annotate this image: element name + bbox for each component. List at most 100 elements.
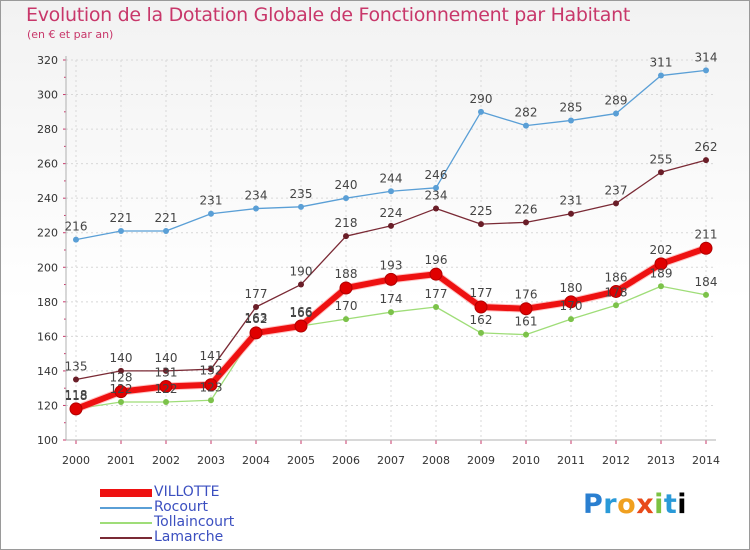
data-point xyxy=(208,210,214,217)
legend-label: Rocourt xyxy=(154,499,209,515)
data-point xyxy=(208,397,214,404)
data-label: 174 xyxy=(380,292,403,306)
data-label: 188 xyxy=(335,267,358,281)
data-label: 190 xyxy=(290,265,313,279)
x-tick-label: 2007 xyxy=(377,454,405,467)
data-point xyxy=(253,304,259,310)
data-label: 221 xyxy=(110,211,133,225)
data-label: 170 xyxy=(335,299,358,313)
data-point xyxy=(343,316,349,323)
data-label: 255 xyxy=(650,152,673,166)
legend-label: VILLOTTE xyxy=(154,484,220,500)
data-point xyxy=(474,300,488,314)
x-tick-label: 2012 xyxy=(602,454,630,467)
x-tick-label: 2009 xyxy=(467,454,495,467)
labels-lamarche: 135 140 140 141 177 190 218 224 234 225 226 231 237 2… xyxy=(65,140,718,373)
data-label: 178 xyxy=(605,285,628,299)
x-tick-label: 2000 xyxy=(62,454,90,467)
data-point xyxy=(159,379,173,393)
data-label: 234 xyxy=(245,189,268,203)
data-label: 118 xyxy=(65,389,88,403)
data-label: 141 xyxy=(200,349,223,363)
data-label: 140 xyxy=(155,351,178,365)
data-label: 193 xyxy=(380,258,403,272)
data-point xyxy=(339,281,353,295)
x-tick-label: 2014 xyxy=(692,454,720,467)
data-label: 262 xyxy=(695,140,718,154)
chart-subtitle: (en € et par an) xyxy=(27,28,114,41)
y-tick-label: 280 xyxy=(37,123,58,136)
data-label: 184 xyxy=(695,275,718,289)
data-label: 118 xyxy=(65,388,88,402)
data-point xyxy=(613,200,619,207)
data-point xyxy=(433,205,439,212)
legend-swatch xyxy=(100,536,152,539)
data-point xyxy=(654,257,668,271)
y-tick-label: 160 xyxy=(37,330,58,343)
data-label: 240 xyxy=(335,178,358,192)
data-point xyxy=(478,221,484,228)
labels-villotte: 118 128 131 132 162 166 188 193 196 177 176 180 186 2… xyxy=(65,227,718,402)
data-label: 234 xyxy=(425,189,448,203)
data-label: 311 xyxy=(650,56,673,70)
data-point xyxy=(298,203,304,210)
data-label: 244 xyxy=(380,171,403,185)
data-point xyxy=(163,367,169,374)
data-label: 246 xyxy=(425,168,448,182)
data-point xyxy=(568,316,574,323)
legend-swatch xyxy=(100,506,152,509)
chart-title: Evolution de la Dotation Globale de Fonc… xyxy=(26,4,631,26)
data-point xyxy=(568,117,574,124)
x-tick-label: 2004 xyxy=(242,454,270,467)
data-point xyxy=(384,272,398,286)
data-point xyxy=(253,205,259,212)
data-point xyxy=(703,291,709,298)
data-label: 177 xyxy=(470,286,493,300)
data-point xyxy=(298,281,304,288)
x-tick-label: 2006 xyxy=(332,454,360,467)
data-label: 225 xyxy=(470,204,493,218)
data-point xyxy=(208,366,214,373)
data-label: 161 xyxy=(515,315,538,329)
legend-label: Tollaincourt xyxy=(154,514,235,530)
x-tick-label: 2008 xyxy=(422,454,450,467)
y-tick-label: 320 xyxy=(37,54,58,67)
y-tick-label: 100 xyxy=(37,434,58,447)
data-label: 132 xyxy=(200,364,223,378)
data-point xyxy=(343,195,349,202)
data-label: 237 xyxy=(605,183,628,197)
data-label: 314 xyxy=(695,50,718,64)
data-point xyxy=(703,67,709,74)
series-rocourt xyxy=(73,67,709,243)
data-point xyxy=(478,329,484,336)
data-point xyxy=(703,157,709,164)
data-point xyxy=(613,302,619,309)
data-point xyxy=(519,302,533,316)
data-label: 216 xyxy=(65,220,88,234)
data-point xyxy=(294,319,308,333)
x-tick-label: 2011 xyxy=(557,454,585,467)
data-label: 177 xyxy=(245,287,268,301)
legend-item-lamarche: Lamarche xyxy=(100,530,234,545)
data-label: 162 xyxy=(245,312,268,326)
data-label: 231 xyxy=(200,194,223,208)
data-label: 135 xyxy=(65,360,88,374)
data-point xyxy=(523,331,529,338)
x-tick-label: 2002 xyxy=(152,454,180,467)
data-label: 176 xyxy=(515,288,538,302)
data-label: 189 xyxy=(650,266,673,280)
series-villotte xyxy=(69,241,713,416)
data-label: 202 xyxy=(650,243,673,257)
x-tick-label: 2013 xyxy=(647,454,675,467)
data-point xyxy=(69,402,83,416)
x-tick-label: 2003 xyxy=(197,454,225,467)
data-point xyxy=(249,326,263,340)
data-label: 186 xyxy=(605,270,628,284)
legend-swatch xyxy=(100,521,152,524)
y-tick-label: 220 xyxy=(37,227,58,240)
data-point xyxy=(118,367,124,374)
data-label: 218 xyxy=(335,216,358,230)
data-point xyxy=(478,108,484,115)
data-point xyxy=(388,188,394,195)
